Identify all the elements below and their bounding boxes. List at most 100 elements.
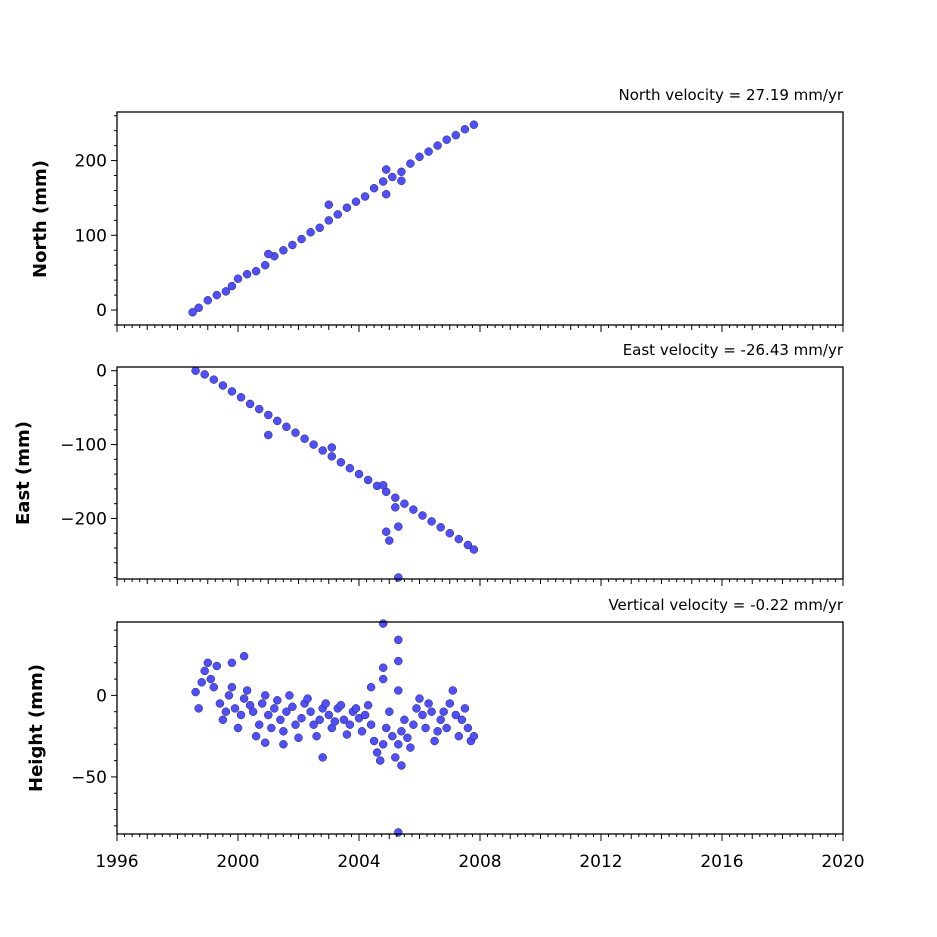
data-point [382, 165, 391, 174]
data-points [188, 120, 479, 317]
data-point [279, 727, 288, 736]
data-point [394, 740, 403, 749]
data-point [372, 748, 382, 757]
data-point [264, 710, 273, 720]
x-tick-label: 2000 [216, 852, 259, 872]
data-point [200, 370, 209, 379]
data-point [406, 159, 415, 168]
x-tick-label: 2008 [458, 852, 501, 872]
data-point [197, 678, 206, 687]
data-point [427, 517, 436, 526]
data-point [333, 210, 342, 219]
data-point [436, 523, 445, 532]
data-point [285, 691, 294, 700]
data-point [391, 753, 400, 762]
data-point [209, 683, 219, 692]
x-ticks [116, 325, 844, 332]
data-point [312, 732, 321, 741]
data-point [227, 281, 237, 291]
data-point [255, 404, 264, 414]
data-point [227, 658, 237, 667]
data-points [191, 619, 479, 837]
data-point [227, 683, 237, 692]
data-point [206, 674, 216, 684]
data-point [469, 732, 479, 741]
data-point [270, 704, 279, 713]
data-point [245, 399, 255, 409]
plot-frame [116, 111, 844, 326]
data-point [291, 428, 300, 437]
data-point [251, 267, 261, 276]
data-point [424, 147, 433, 156]
data-point [400, 715, 409, 724]
data-point [239, 652, 249, 661]
y-axis-label: East (mm) [13, 421, 34, 525]
data-point [236, 393, 246, 402]
data-point [297, 714, 306, 723]
panel-title: Vertical velocity = -0.22 mm/yr [608, 596, 843, 614]
plot-frame [116, 621, 844, 835]
data-point [376, 756, 385, 765]
data-point [273, 416, 282, 426]
panel-title: North velocity = 27.19 mm/yr [619, 86, 844, 104]
data-point [318, 446, 327, 455]
data-point [409, 505, 418, 514]
data-point [209, 375, 219, 384]
data-point [315, 223, 324, 233]
data-point [394, 635, 403, 645]
data-point [363, 475, 373, 485]
data-point [436, 715, 445, 724]
data-point [382, 723, 391, 733]
data-point [442, 135, 451, 144]
data-point [430, 736, 439, 746]
plot-frame [116, 366, 844, 580]
data-point [397, 761, 406, 770]
data-point [451, 130, 460, 140]
data-point [406, 743, 415, 752]
data-point [264, 410, 273, 420]
data-point [382, 527, 391, 536]
data-point [279, 246, 288, 255]
data-point [415, 694, 424, 703]
data-point [394, 656, 403, 666]
data-point [379, 740, 388, 749]
y-tick-label: 100 [75, 226, 107, 246]
data-point [391, 493, 400, 502]
data-point [303, 694, 312, 703]
data-points [191, 366, 479, 582]
data-point [191, 687, 200, 697]
data-point [451, 710, 460, 720]
data-point [397, 167, 406, 177]
data-point [454, 534, 463, 544]
y-tick-label: 0 [96, 362, 107, 382]
data-point [255, 720, 264, 729]
data-point [363, 701, 373, 710]
data-point [309, 720, 318, 729]
data-point [288, 702, 297, 711]
data-point [397, 176, 406, 186]
panel-height: Vertical velocity = -0.22 mm/yr Height (… [26, 596, 865, 872]
data-point [445, 529, 454, 538]
data-point [248, 707, 258, 716]
y-tick-label: −50 [71, 768, 107, 788]
data-point [218, 381, 228, 390]
y-tick-label: 200 [75, 152, 107, 172]
data-point [421, 723, 430, 733]
data-point [324, 200, 333, 209]
data-point [469, 545, 479, 554]
data-point [385, 536, 394, 545]
data-point [366, 720, 376, 729]
data-point [339, 715, 349, 724]
data-point [300, 434, 309, 443]
data-point [236, 710, 246, 720]
data-point [194, 704, 203, 713]
data-point [379, 481, 388, 490]
data-point [433, 141, 442, 150]
data-point [279, 740, 288, 749]
data-point [409, 720, 418, 729]
x-ticks [116, 579, 844, 586]
y-ticks: 0 −100 −200 [60, 362, 117, 579]
data-point [321, 699, 330, 708]
data-point [412, 704, 421, 713]
panel-north: North velocity = 27.19 mm/yr North (mm) … [30, 86, 844, 332]
